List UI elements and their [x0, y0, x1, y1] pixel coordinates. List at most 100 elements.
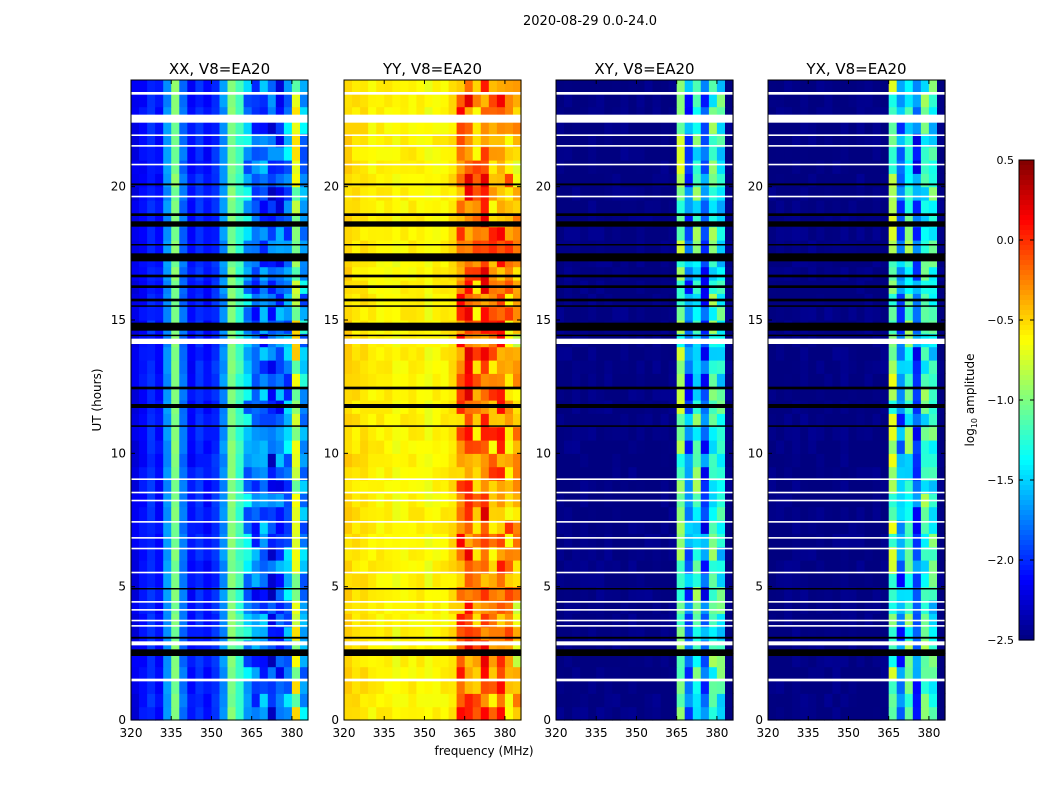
heatmap-cell — [400, 386, 409, 401]
heatmap-cell — [912, 120, 922, 134]
heatmap-cell — [360, 480, 369, 494]
flagged-row-white — [131, 625, 308, 627]
heatmap-cell — [872, 413, 882, 428]
heatmap-cell — [768, 120, 777, 134]
heatmap-cell — [716, 106, 726, 121]
heatmap-cell — [580, 200, 589, 214]
heatmap-cell — [131, 146, 140, 161]
heatmap-cell — [464, 360, 474, 374]
heatmap-cell — [203, 706, 212, 721]
heatmap-cell — [147, 360, 156, 374]
heatmap-cell — [203, 426, 212, 441]
heatmap-cell — [684, 666, 694, 681]
heatmap-cell — [808, 626, 817, 641]
heatmap-cell — [440, 573, 450, 588]
heatmap-cell — [440, 520, 450, 534]
heatmap-cell — [360, 160, 369, 174]
heatmap-cell — [195, 693, 204, 708]
heatmap-cell — [300, 133, 309, 148]
heatmap-cell — [408, 573, 417, 588]
heatmap-cell — [896, 186, 906, 201]
heatmap-cell — [792, 693, 801, 708]
flagged-row-white — [768, 521, 945, 523]
heatmap-cell — [880, 266, 890, 281]
heatmap-cell — [131, 480, 140, 494]
heatmap-cell — [300, 480, 309, 494]
heatmap-cell — [840, 520, 849, 534]
heatmap-cell — [424, 480, 434, 494]
heatmap-cell — [464, 266, 474, 281]
heatmap-cell — [187, 680, 196, 694]
heatmap-cell — [195, 653, 204, 668]
heatmap-cell — [628, 306, 637, 321]
heatmap-cell — [716, 626, 726, 641]
heatmap-cell — [768, 440, 777, 454]
heatmap-cell — [856, 133, 866, 148]
heatmap-cell — [219, 693, 229, 708]
heatmap-cell — [424, 506, 434, 521]
heatmap-cell — [211, 546, 221, 561]
heatmap-cell — [275, 93, 285, 108]
flagged-row-black — [556, 636, 733, 639]
heatmap-cell — [147, 520, 156, 534]
heatmap-cell — [668, 426, 678, 441]
heatmap-cell — [472, 226, 482, 241]
heatmap-cell — [800, 200, 809, 214]
heatmap-cell — [360, 240, 369, 254]
heatmap-cell — [792, 706, 801, 721]
heatmap-cell — [408, 146, 417, 161]
heatmap-cell — [195, 626, 204, 641]
heatmap-cell — [227, 160, 237, 174]
heatmap-cell — [472, 626, 482, 641]
heatmap-cell — [235, 386, 245, 401]
heatmap-cell — [424, 440, 434, 454]
colorbar-segment — [1019, 475, 1034, 481]
heatmap-cell — [572, 146, 581, 161]
heatmap-cell — [604, 480, 613, 494]
heatmap-cell — [652, 386, 662, 401]
heatmap-cell — [784, 240, 793, 254]
heatmap-cell — [912, 106, 922, 121]
heatmap-cell — [716, 573, 726, 588]
heatmap-cell — [620, 626, 629, 641]
heatmap-cell — [832, 626, 841, 641]
heatmap-cell — [203, 693, 212, 708]
heatmap-cell — [824, 213, 833, 228]
heatmap-cell — [888, 133, 898, 148]
heatmap-cell — [872, 80, 882, 94]
heatmap-cell — [376, 240, 385, 254]
heatmap-cell — [588, 93, 597, 108]
heatmap-cell — [580, 106, 589, 121]
heatmap-cell — [768, 653, 777, 668]
heatmap-cell — [725, 346, 734, 361]
heatmap-cell — [792, 466, 801, 481]
heatmap-cell — [171, 520, 180, 534]
heatmap-cell — [400, 226, 409, 241]
colorbar-tick-label: 0.0 — [997, 234, 1015, 247]
heatmap-cell — [725, 360, 734, 374]
heatmap-cell — [235, 546, 245, 561]
heatmap-cell — [179, 160, 188, 174]
heatmap-cell — [155, 120, 164, 134]
heatmap-cell — [692, 653, 702, 668]
heatmap-cell — [708, 706, 718, 721]
heatmap-cell — [888, 706, 898, 721]
heatmap-cell — [464, 586, 474, 601]
heatmap-cell — [725, 666, 734, 681]
heatmap-cell — [848, 360, 858, 374]
heatmap-cell — [928, 546, 938, 561]
heatmap-cell — [504, 680, 514, 694]
heatmap-cell — [628, 453, 637, 468]
heatmap-cell — [219, 706, 229, 721]
heatmap-cell — [880, 306, 890, 321]
heatmap-cell — [440, 546, 450, 561]
heatmap-cell — [283, 226, 293, 241]
heatmap-cell — [937, 506, 946, 521]
heatmap-cell — [928, 426, 938, 441]
heatmap-cell — [708, 626, 718, 641]
heatmap-cell — [155, 346, 164, 361]
heatmap-cell — [832, 226, 841, 241]
heatmap-cell — [928, 706, 938, 721]
heatmap-cell — [424, 426, 434, 441]
heatmap-cell — [472, 133, 482, 148]
